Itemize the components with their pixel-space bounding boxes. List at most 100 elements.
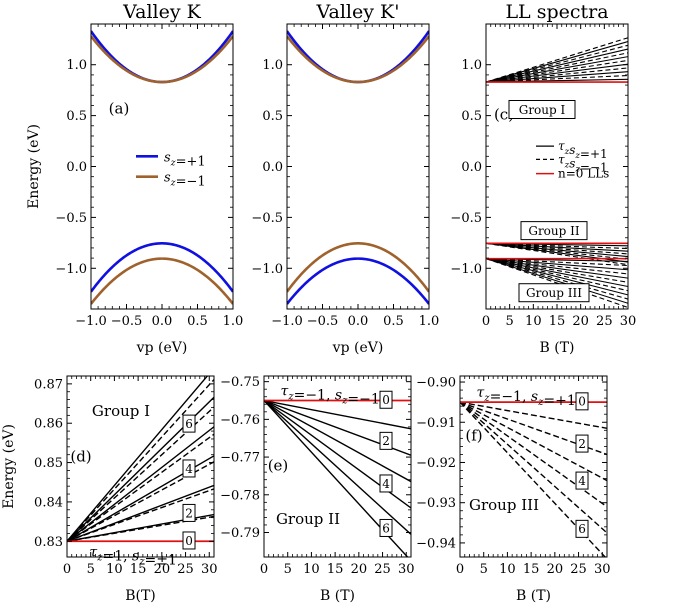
level-label-box <box>575 471 589 490</box>
landau-level <box>486 56 628 83</box>
x-tick-label: 15 <box>549 314 566 329</box>
y-tick-label: 0.83 <box>34 535 63 550</box>
landau-level <box>486 242 628 258</box>
x-tick-label: 0 <box>482 314 490 329</box>
band-curve <box>287 242 429 293</box>
landau-level <box>486 258 628 271</box>
x-tick-label: 5 <box>506 314 514 329</box>
landau-level <box>486 258 628 304</box>
landau-level <box>486 48 628 83</box>
group-label: Group III <box>469 496 539 514</box>
y-tick-label: 0.0 <box>461 160 482 175</box>
x-tick-label: 1.0 <box>223 314 244 329</box>
level-label-box <box>379 474 393 493</box>
level-label-box <box>575 519 589 538</box>
panel-label: (f) <box>465 426 482 444</box>
y-tick-label: −0.79 <box>220 526 260 541</box>
landau-level <box>67 376 209 542</box>
x-tick-label: 30 <box>398 562 415 577</box>
y-tick-label: −0.77 <box>220 451 260 466</box>
level-label: 6 <box>578 522 586 536</box>
x-tick-label: 0.0 <box>348 314 369 329</box>
x-tick-label: 20 <box>547 562 564 577</box>
x-tick-label: 10 <box>525 314 542 329</box>
level-label: 0 <box>185 534 193 548</box>
y-tick-label: 0.5 <box>262 109 283 124</box>
level-label-box <box>182 459 196 478</box>
band-curve <box>91 242 233 293</box>
y-axis-label: Energy (eV) <box>1 424 17 509</box>
x-tick-label: 15 <box>327 562 344 577</box>
band-curve <box>287 257 429 305</box>
band-curve <box>91 35 233 84</box>
x-tick-label: 1.0 <box>419 314 440 329</box>
panel-label: (d) <box>70 447 91 465</box>
level-label: 4 <box>578 474 586 488</box>
landau-level <box>486 258 628 296</box>
level-label-box <box>379 431 393 450</box>
group-label: Group I <box>519 103 566 117</box>
y-tick-label: 0.0 <box>262 160 283 175</box>
x-tick-label: −0.5 <box>307 314 339 329</box>
x-tick-label: 10 <box>303 562 320 577</box>
panel-title: LL spectra <box>505 1 608 23</box>
n0-label: τz=1, sz=±1 <box>89 544 176 568</box>
landau-level <box>486 258 628 292</box>
landau-level <box>486 242 628 252</box>
y-tick-label: −1.0 <box>450 262 482 277</box>
group-label-box <box>518 283 590 303</box>
y-tick-label: −1.0 <box>251 262 283 277</box>
group-label: Group II <box>276 510 340 528</box>
axes-frame <box>459 375 608 558</box>
x-tick-label: −1.0 <box>271 314 303 329</box>
landau-level <box>486 258 628 279</box>
level-label-box <box>575 392 589 411</box>
y-tick-label: −0.75 <box>220 375 260 390</box>
x-tick-label: 25 <box>177 562 194 577</box>
level-label: 2 <box>578 437 586 451</box>
landau-level <box>486 258 628 308</box>
y-tick-label: −0.93 <box>416 496 456 511</box>
level-label: 0 <box>578 395 586 409</box>
panel-label: (a) <box>109 100 130 118</box>
level-label: 4 <box>185 462 193 476</box>
group-label-box <box>508 100 576 119</box>
y-tick-label: −1.0 <box>55 262 87 277</box>
panel-b: −1.0 −0.5 0.0 0.5 1.0 −1.0 −0.5 0.0 0.5 1.0 vp (eV… <box>251 1 439 356</box>
y-tick-label: 0.5 <box>461 109 482 124</box>
y-tick-label: −0.92 <box>416 456 456 471</box>
landau-level <box>67 379 214 542</box>
x-axis-label: vp (eV) <box>332 340 384 356</box>
x-tick-label: 10 <box>499 562 516 577</box>
landau-level <box>264 399 411 430</box>
x-tick-label: 0.5 <box>187 314 208 329</box>
y-tick-label: −0.5 <box>55 211 87 226</box>
y-tick-label: −0.5 <box>251 211 283 226</box>
panel-d: 0 5 10 15 20 25 300.830.840.850.860.87B(T)Ener… <box>1 375 218 604</box>
band-curve <box>91 257 233 305</box>
level-label-box <box>182 531 196 550</box>
level-label-box <box>182 503 196 522</box>
landau-level <box>486 40 628 83</box>
x-tick-label: 25 <box>570 562 587 577</box>
plot-area-a <box>91 30 233 305</box>
x-axis-label: B(T) <box>125 588 156 604</box>
y-tick-label: −0.91 <box>416 416 456 431</box>
panel-title: Valley K <box>122 1 201 23</box>
x-axis-label: B (T) <box>320 588 355 604</box>
x-tick-label: 15 <box>523 562 540 577</box>
level-label: 2 <box>382 434 390 448</box>
x-tick-label: 0 <box>260 562 268 577</box>
landau-level <box>460 401 607 429</box>
x-tick-label: 0 <box>63 562 71 577</box>
x-tick-label: 5 <box>87 562 95 577</box>
x-tick-label: 30 <box>620 314 637 329</box>
landau-level <box>486 52 628 83</box>
level-label: 4 <box>382 477 390 491</box>
y-tick-label: 1.0 <box>461 58 482 73</box>
band-curve <box>287 30 429 84</box>
y-tick-label: 1.0 <box>262 58 283 73</box>
landau-level <box>486 37 628 83</box>
panel-f: 0 5 10 15 20 25 30−0.90−0.91−0.92−0.93−0.94B (… <box>416 375 611 604</box>
panel-a: −1.0 −0.5 0.0 0.5 1.0 −1.0 −0.5 0.0 0.5 1.0 vp (eV… <box>26 1 243 356</box>
